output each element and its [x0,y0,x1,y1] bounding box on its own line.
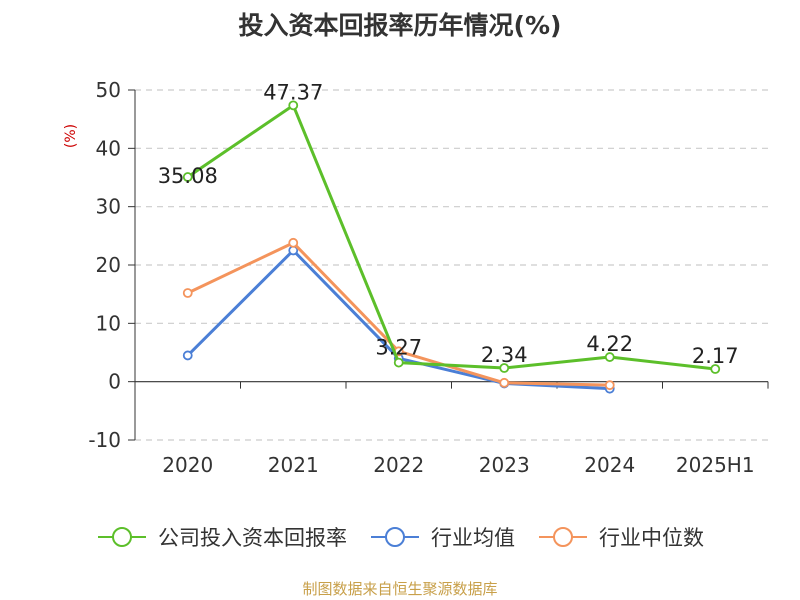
data-point [499,377,510,388]
legend-label-industry-median: 行业中位数 [599,526,704,550]
legend-label-industry-average: 行业均值 [431,526,515,550]
data-point [182,172,193,182]
x-tick-label: 2024 [584,453,635,477]
legend-item-company[interactable]: 公司投入资本回报率 [96,522,347,552]
x-tick-label: 2021 [268,453,319,477]
data-point [393,357,404,368]
data-label: 4.22 [586,332,633,356]
y-tick-label: 0 [108,370,121,394]
y-tick-label: 50 [96,78,121,102]
data-label: 2.17 [692,344,739,368]
legend-label-company: 公司投入资本回报率 [158,526,347,550]
series-line-1 [186,248,610,391]
legend-marker-industry-median [539,527,587,547]
data-point [499,363,510,373]
data-point [288,100,299,111]
y-tick-label: 30 [96,195,121,219]
series-line-0 [186,103,716,371]
data-label: 35.08 [158,164,218,188]
data-label: 3.27 [375,336,422,360]
y-tick-label: 10 [96,311,121,335]
legend-item-industry-median[interactable]: 行业中位数 [537,522,704,552]
legend-item-industry-average[interactable]: 行业均值 [369,522,515,552]
data-point [604,380,615,391]
data-point [182,288,193,298]
legend-marker-company [98,527,146,547]
data-point [604,352,615,362]
x-tick-label: 2022 [373,453,424,477]
data-point [710,364,721,374]
y-tick-label: 20 [96,253,121,277]
y-tick-label: -10 [88,428,121,452]
legend-marker-industry-average [371,527,419,547]
data-point [288,237,299,248]
data-label: 2.34 [481,343,528,367]
data-source-note: 制图数据来自恒生聚源数据库 [302,580,498,598]
y-tick-label: 40 [96,136,121,160]
chart-legend: 公司投入资本回报率 行业均值 行业中位数 [0,520,800,554]
x-tick-label: 2020 [162,453,213,477]
data-label: 47.37 [263,80,323,104]
chart-title: 投入资本回报率历年情况(%) [238,11,562,40]
x-tick-label: 2025H1 [676,453,755,477]
data-point [182,350,193,361]
x-tick-label: 2023 [479,453,530,477]
